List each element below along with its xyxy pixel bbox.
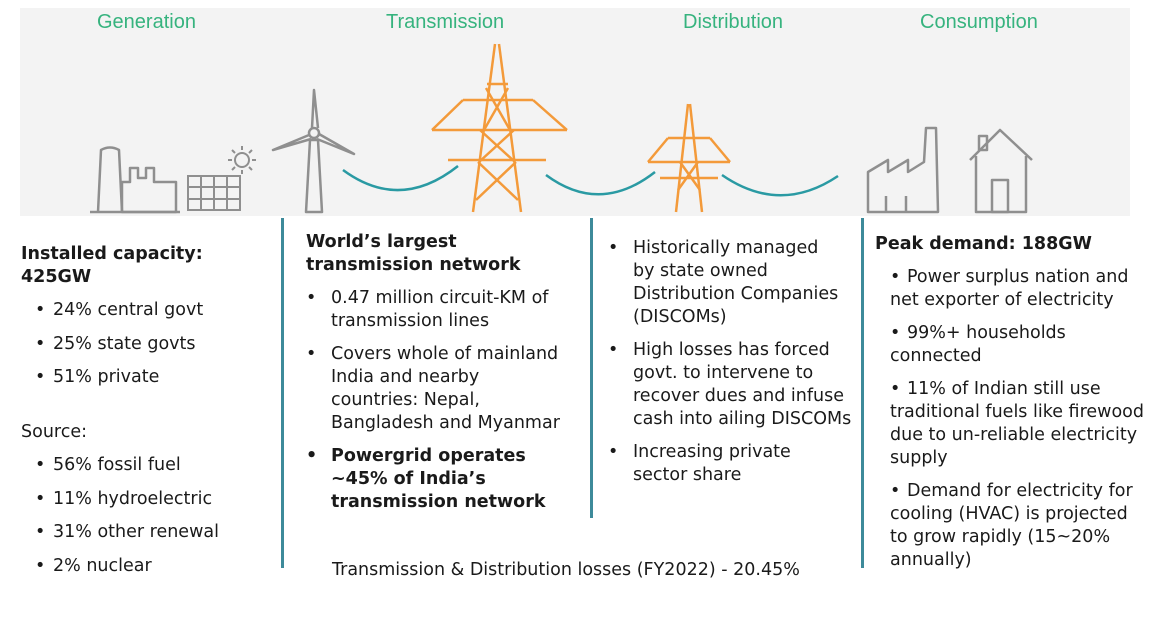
transmission-heading: World’s largest transmission network [306, 232, 521, 275]
installed-capacity-heading: Installed capacity: 425GW [21, 244, 203, 287]
td-losses-footer: Transmission & Distribution losses (FY20… [332, 560, 800, 580]
list-item: High losses has forced govt. to interven… [608, 339, 853, 431]
list-item-text: Demand for electricity for cooling (HVAC… [890, 481, 1133, 570]
list-item-highlight: Powergrid operates ~45% of India’s trans… [306, 445, 556, 514]
list-item: Demand for electricity for cooling (HVAC… [890, 480, 1145, 572]
transmission-column: World’s largest transmission network 0.4… [306, 231, 576, 524]
peak-demand-heading: Peak demand: 188GW [875, 234, 1092, 254]
consumption-column: Peak demand: 188GW Power surplus nation … [875, 233, 1145, 582]
infographic-banner [20, 8, 1130, 216]
source-list: 56% fossil fuel 11% hydroelectric 31% ot… [21, 454, 276, 578]
factory-icon [866, 126, 940, 214]
list-item-text: 11% of Indian still use traditional fuel… [890, 379, 1144, 468]
transmission-tower-icon [431, 43, 568, 213]
ownership-list: 24% central govt 25% state govts 51% pri… [21, 299, 276, 389]
house-icon [969, 128, 1033, 214]
power-line-wires [342, 165, 839, 197]
solar-panel-icon [187, 146, 256, 211]
column-divider [590, 218, 593, 518]
distribution-column: Historically managed by state owned Dist… [608, 237, 853, 497]
list-item: 11% of Indian still use traditional fuel… [890, 378, 1145, 470]
wind-turbine-icon [271, 88, 356, 214]
list-item: 99%+ households connected [890, 322, 1145, 368]
list-item: 25% state govts [21, 333, 276, 356]
consumption-list: Power surplus nation and net exporter of… [890, 266, 1145, 572]
list-item: 31% other renewal [21, 521, 276, 544]
list-item: 51% private [21, 366, 276, 389]
list-item: 2% nuclear [21, 555, 276, 578]
list-item: Historically managed by state owned Dist… [608, 237, 843, 329]
transmission-list: 0.47 million circuit-KM of transmission … [306, 287, 576, 514]
value-chain-illustration [90, 43, 1033, 214]
generation-column: Installed capacity: 425GW 24% central go… [21, 243, 276, 588]
list-item: Power surplus nation and net exporter of… [890, 266, 1145, 312]
list-item: 56% fossil fuel [21, 454, 276, 477]
stage-label-generation: Generation [97, 11, 196, 33]
list-item-text: 99%+ households connected [890, 323, 1066, 366]
power-plant-icon [90, 146, 180, 214]
list-item: 24% central govt [21, 299, 276, 322]
distribution-list: Historically managed by state owned Dist… [608, 237, 853, 487]
list-item: 11% hydroelectric [21, 488, 276, 511]
stage-label-transmission: Transmission [386, 11, 505, 33]
list-item: 0.47 million circuit-KM of transmission … [306, 287, 556, 333]
column-divider [281, 218, 284, 568]
list-item: Covers whole of mainland India and nearb… [306, 343, 571, 435]
list-item: Increasing private sector share [608, 441, 813, 487]
column-divider [861, 218, 864, 568]
source-label: Source: [21, 422, 88, 442]
stage-label-consumption: Consumption [920, 11, 1038, 33]
distribution-tower-icon [647, 103, 731, 213]
stage-label-distribution: Distribution [683, 11, 784, 33]
list-item-text: Power surplus nation and net exporter of… [890, 267, 1129, 310]
